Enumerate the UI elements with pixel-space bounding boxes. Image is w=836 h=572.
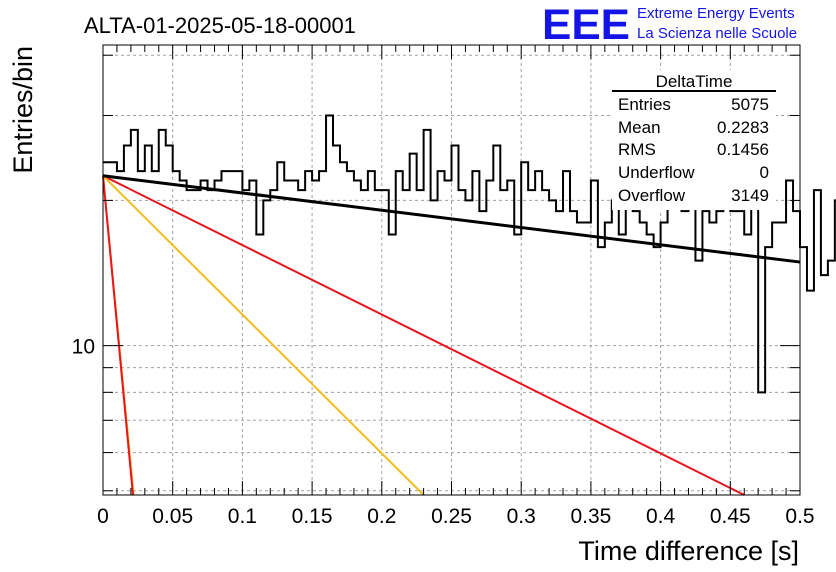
x-tick-label: 0.25 bbox=[431, 505, 472, 528]
stats-value-underflow: 0 bbox=[760, 163, 769, 182]
x-tick-label: 0.15 bbox=[292, 505, 333, 528]
fit-line-black bbox=[102, 174, 801, 264]
stats-box-background bbox=[612, 70, 776, 210]
stats-label-rms: RMS bbox=[618, 140, 656, 159]
x-tick-label: 0.05 bbox=[152, 505, 193, 528]
y-axis-title: Entries/bin bbox=[8, 46, 38, 174]
x-axis-title: Time difference [s] bbox=[578, 536, 799, 566]
x-tick-label: 0.45 bbox=[710, 505, 751, 528]
stats-title: DeltaTime bbox=[656, 72, 733, 91]
y-tick-label: 10 bbox=[72, 336, 95, 359]
fit-line-yellow bbox=[102, 175, 425, 496]
x-tick-label: 0.2 bbox=[367, 505, 396, 528]
grid-lines bbox=[103, 45, 800, 495]
fit-curves bbox=[102, 174, 801, 496]
x-tick-label: 0.1 bbox=[228, 505, 257, 528]
logo-subtitle-1: Extreme Energy Events bbox=[637, 5, 795, 22]
x-tick-labels: 0 0.05 0.1 0.15 0.2 0.25 0.3 0.35 0.4 0.45 0.5 bbox=[97, 505, 814, 528]
stats-label-underflow: Underflow bbox=[618, 163, 695, 182]
x-tick-label: 0.3 bbox=[507, 505, 536, 528]
stats-label-entries: Entries bbox=[618, 95, 671, 114]
x-tick-label: 0.5 bbox=[785, 505, 814, 528]
fit-line-red bbox=[102, 175, 134, 496]
eee-logo: EEE bbox=[542, 1, 630, 49]
x-tick-label: 0 bbox=[97, 505, 109, 528]
axis-ticks bbox=[102, 45, 801, 495]
stats-label-mean: Mean bbox=[618, 118, 661, 137]
stats-value-entries: 5075 bbox=[731, 95, 769, 114]
logo-subtitle-2: La Scienza nelle Scuole bbox=[637, 25, 797, 42]
stats-label-overflow: Overflow bbox=[618, 186, 686, 205]
fit-line-red bbox=[102, 174, 745, 496]
x-tick-label: 0.35 bbox=[570, 505, 611, 528]
stats-value-overflow: 3149 bbox=[731, 186, 769, 205]
stats-box: DeltaTime Entries 5075 Mean 0.2283 RMS 0… bbox=[612, 70, 776, 210]
x-tick-label: 0.4 bbox=[646, 505, 676, 528]
y-tick-labels: 10 bbox=[72, 336, 95, 359]
stats-value-rms: 0.1456 bbox=[717, 140, 769, 159]
stats-value-mean: 0.2283 bbox=[717, 118, 769, 137]
run-title: ALTA-01-2025-05-18-00001 bbox=[84, 13, 356, 38]
